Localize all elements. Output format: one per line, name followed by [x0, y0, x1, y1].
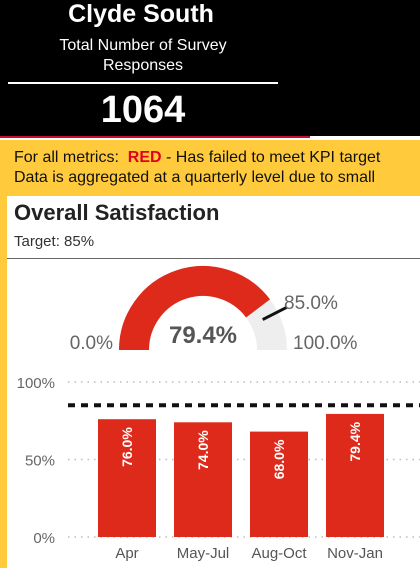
- gauge-min-label: 0.0%: [70, 333, 113, 354]
- bar-data-label: 68.0%: [271, 439, 287, 479]
- gauge-max-label: 100.0%: [293, 333, 358, 354]
- x-category-label: Apr: [115, 545, 138, 562]
- satisfaction-gauge: 79.4% 0.0% 100.0% 85.0%: [70, 281, 358, 354]
- x-category-label: May-Jul: [177, 545, 230, 562]
- y-tick-label: 0%: [33, 530, 55, 547]
- bar-data-label: 79.4%: [347, 421, 363, 461]
- y-tick-label: 100%: [17, 375, 55, 392]
- gauge-target-label: 85.0%: [284, 293, 338, 314]
- satisfaction-bar-chart: 100% 50% 0% 76.0% Apr 74.0% May-Jul 68.0% Aug-Oc…: [17, 375, 420, 562]
- gauge-value-label: 79.4%: [169, 322, 237, 349]
- bar-data-label: 76.0%: [119, 427, 135, 467]
- y-tick-label: 50%: [25, 453, 55, 470]
- x-category-label: Nov-Jan: [327, 545, 383, 562]
- bar-data-label: 74.0%: [195, 430, 211, 470]
- x-category-label: Aug-Oct: [251, 545, 307, 562]
